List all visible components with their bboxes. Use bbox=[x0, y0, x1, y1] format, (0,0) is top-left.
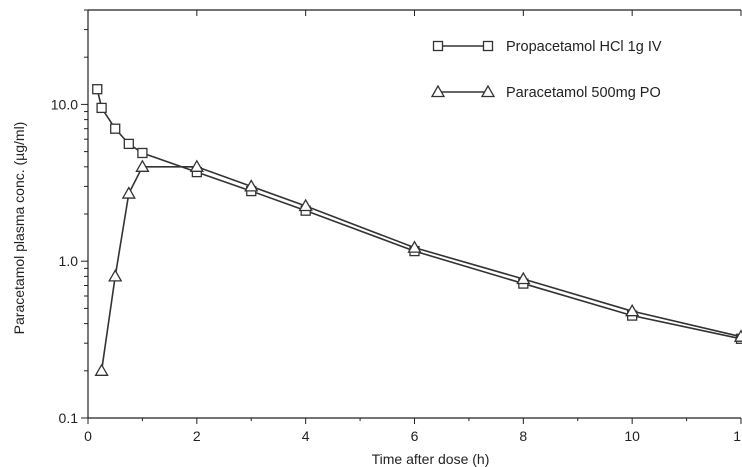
x-tick-label: 8 bbox=[519, 428, 527, 444]
axes bbox=[87, 9, 741, 419]
square-data-point bbox=[96, 102, 107, 114]
series-1 bbox=[92, 84, 742, 344]
legend-triangle-icon bbox=[430, 84, 446, 98]
x-tick-label: 1 bbox=[733, 428, 741, 444]
x-tick-label: 6 bbox=[411, 428, 419, 444]
x-tick-label: 4 bbox=[302, 428, 310, 444]
y-axis-title: Paracetamol plasma conc. (µg/ml) bbox=[11, 122, 27, 335]
x-tick-label: 2 bbox=[193, 428, 201, 444]
triangle-data-point bbox=[625, 303, 640, 317]
square-data-point bbox=[110, 123, 121, 134]
square-data-point bbox=[137, 147, 148, 159]
triangle-data-point bbox=[121, 186, 136, 199]
x-ticks: 0 2 4 6 8 10 1 bbox=[84, 10, 742, 444]
series bbox=[92, 84, 742, 376]
triangle-data-point bbox=[108, 269, 123, 282]
triangle-data-point bbox=[244, 179, 259, 192]
y-tick-label: 1.0 bbox=[59, 253, 79, 269]
legend-triangle-icon bbox=[480, 84, 496, 98]
y-tick-label: 10.0 bbox=[51, 96, 78, 112]
legend-label: Paracetamol 500mg PO bbox=[506, 85, 661, 101]
legend-item: Paracetamol 500mg PO bbox=[430, 84, 661, 101]
legend-square-icon bbox=[432, 40, 444, 52]
triangle-data-point bbox=[733, 329, 742, 342]
x-tick-label: 0 bbox=[84, 428, 92, 444]
x-tick-label: 10 bbox=[624, 428, 640, 444]
y-ticks: 0.1 1.0 10.0 bbox=[51, 9, 88, 426]
triangle-data-point bbox=[407, 240, 422, 253]
legend-label: Propacetamol HCl 1g IV bbox=[506, 39, 662, 55]
legend: Propacetamol HCl 1g IV Paracetamol 500mg … bbox=[430, 39, 662, 101]
triangle-data-point bbox=[189, 159, 204, 172]
legend-item: Propacetamol HCl 1g IV bbox=[432, 39, 662, 55]
triangle-data-point bbox=[298, 198, 313, 212]
x-axis-title: Time after dose (h) bbox=[372, 451, 490, 467]
series-2 bbox=[94, 159, 742, 376]
legend-square-icon bbox=[482, 40, 494, 52]
triangle-data-point bbox=[94, 363, 109, 376]
square-data-point bbox=[123, 138, 134, 150]
square-series-line bbox=[96, 89, 742, 340]
square-data-point bbox=[92, 84, 103, 95]
y-tick-label: 0.1 bbox=[59, 410, 79, 426]
triangle-series-line bbox=[100, 166, 742, 371]
triangle-data-point bbox=[516, 271, 531, 285]
triangle-data-point bbox=[135, 159, 150, 172]
